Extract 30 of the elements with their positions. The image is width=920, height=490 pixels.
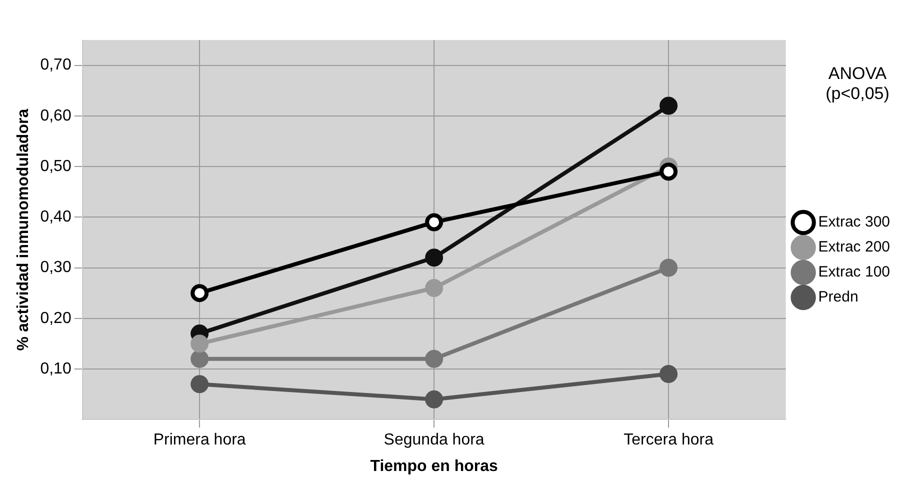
point [660,258,678,277]
x-tick-label: Primera hora [153,432,246,449]
point [660,162,678,181]
y-tick-label: 0,60 [40,107,72,124]
x-tick-label: Tercera hora [624,432,714,449]
point [190,334,209,353]
point [190,284,209,302]
y-tick-label: 0,30 [40,259,72,276]
point [660,96,678,115]
y-tick-label: 0,50 [40,158,72,175]
point [425,279,444,298]
y-tick-label: 0,10 [40,360,72,378]
legend-label: Extrac 100 [818,264,890,281]
point [190,350,209,368]
legend-label: Extrac 300 [818,214,890,231]
x-axis-title: Tiempo en horas [370,458,498,475]
point [190,375,209,394]
point [425,390,444,408]
point [425,248,444,267]
y-tick-label: 0,70 [40,56,72,74]
y-tick-label: 0,20 [40,310,72,327]
y-tick-label: 0,40 [40,208,72,226]
point [425,350,444,368]
legend-label: Extrac 200 [818,238,890,256]
point [660,365,678,384]
point [425,213,444,232]
y-axis-title: % actividad inmunomoduladora [15,108,32,351]
legend-label: Predn [818,288,858,306]
x-tick-label: Segunda hora [384,432,484,449]
text: ANOVA (p<0,05) [824,63,890,105]
